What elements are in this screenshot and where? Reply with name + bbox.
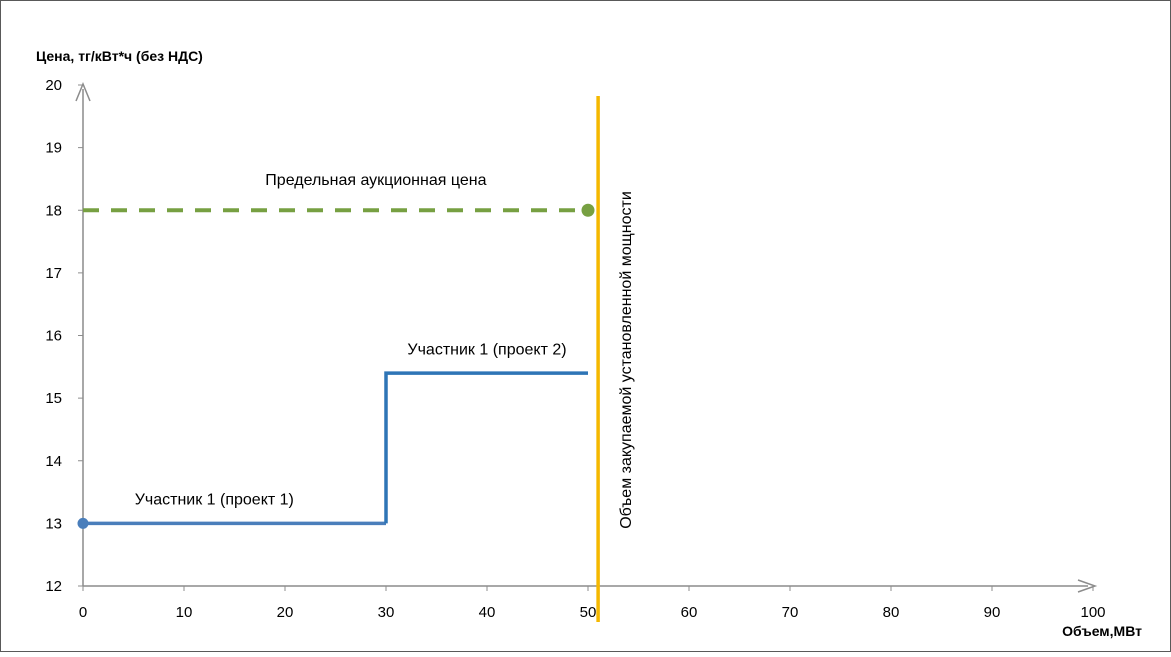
series-annotation: Участник 1 (проект 2)	[407, 341, 566, 358]
x-tick-label: 70	[782, 604, 799, 621]
x-tick-label: 40	[479, 604, 496, 621]
y-axis-title: Цена, тг/кВт*ч (без НДС)	[36, 48, 203, 64]
installed-capacity-label: Объем закупаемой установленной мощности	[618, 191, 635, 529]
x-tick-label: 10	[176, 604, 193, 621]
x-tick-label: 100	[1080, 604, 1105, 621]
y-tick-label: 17	[45, 265, 62, 282]
limit-price-end-marker	[581, 203, 595, 217]
y-tick-label: 14	[45, 453, 62, 470]
series-1-start-marker	[77, 517, 89, 529]
x-tick-label: 20	[277, 604, 294, 621]
x-tick-label: 0	[79, 604, 87, 621]
y-tick-label: 19	[45, 140, 62, 157]
series-annotation: Участник 1 (проект 1)	[135, 492, 294, 509]
y-tick-label: 13	[45, 515, 62, 532]
x-tick-label: 90	[984, 604, 1001, 621]
y-axis-arrow	[75, 82, 91, 102]
x-tick-label: 50	[580, 604, 597, 621]
y-tick-label: 18	[45, 202, 62, 219]
x-tick-label: 60	[681, 604, 698, 621]
y-tick-label: 15	[45, 390, 62, 407]
x-tick-label: 80	[883, 604, 900, 621]
x-tick-label: 30	[378, 604, 395, 621]
plot-area: 0 10 20 30 40 50 60 70 80 90 100 12 13 14 15 16 17 18 19 20…	[45, 77, 1106, 622]
series-line-2	[384, 371, 588, 524]
y-tick-label: 12	[45, 578, 62, 595]
series-annotation: Предельная аукционная цена	[265, 172, 486, 189]
y-tick-label: 16	[45, 328, 62, 345]
x-axis-arrow	[1077, 579, 1098, 593]
x-axis-title: Объем,МВт	[1062, 623, 1142, 639]
y-tick-label: 20	[45, 77, 62, 94]
